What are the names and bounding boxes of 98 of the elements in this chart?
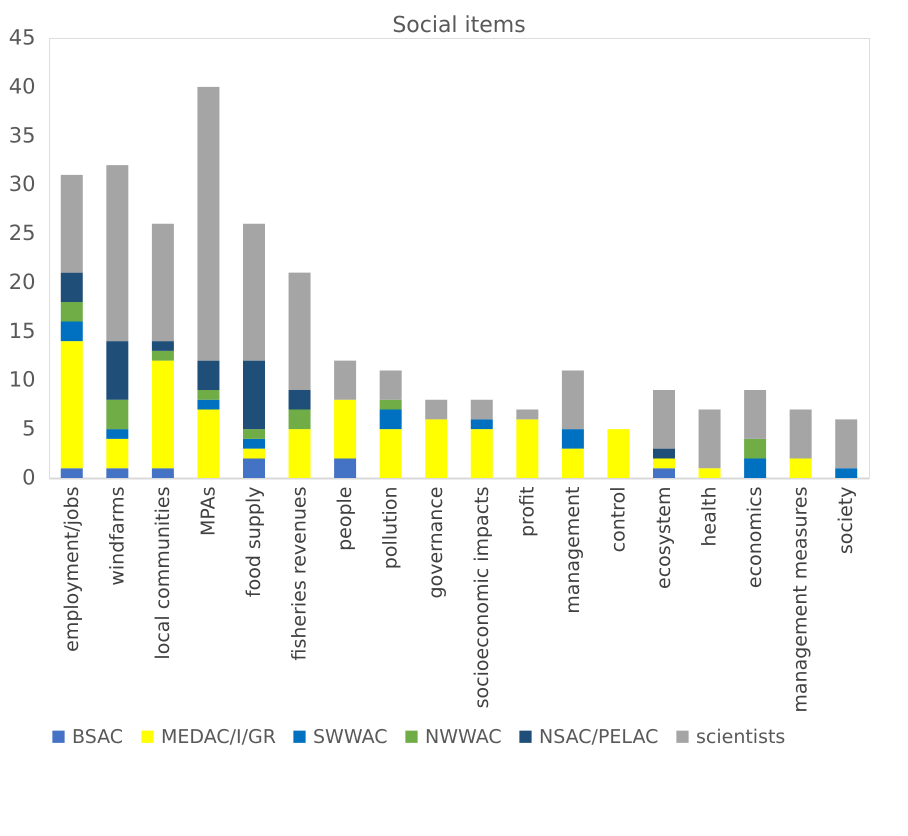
x-tick-label: society (835, 486, 858, 554)
chart-title: Social items (392, 13, 526, 38)
x-tick-label: local communities (152, 486, 174, 660)
bar (106, 400, 128, 430)
bar (516, 419, 538, 478)
legend-label: NSAC/PELAC (539, 726, 658, 748)
x-tick-label: health (698, 486, 721, 547)
x-tick-label: ecosystem (653, 486, 675, 589)
bar (106, 341, 128, 400)
bar (60, 468, 83, 478)
bar (380, 429, 402, 478)
x-tick-label: management measures (790, 486, 812, 713)
bar (470, 419, 493, 430)
bar (334, 458, 356, 478)
bar (425, 400, 448, 420)
y-tick-label: 10 (8, 368, 36, 392)
bar (334, 400, 356, 458)
bar (106, 165, 128, 342)
y-tick-label: 40 (8, 74, 36, 98)
bar (653, 468, 675, 478)
bar (243, 448, 265, 458)
bar (744, 390, 766, 439)
x-tick-label: food supply (243, 486, 265, 598)
x-tick-label: profit (516, 486, 538, 537)
bar (106, 468, 128, 478)
bar (152, 224, 174, 342)
bar (60, 174, 83, 273)
bar (106, 429, 128, 439)
bar (243, 458, 265, 478)
bar (516, 410, 538, 420)
bar (607, 429, 630, 478)
y-tick-label: 35 (8, 123, 36, 148)
bar (744, 458, 766, 478)
y-tick-label: 20 (8, 270, 36, 294)
x-tick-label: management (562, 486, 584, 614)
bar (197, 390, 220, 400)
bar (470, 429, 493, 478)
bar (288, 410, 311, 430)
bar (152, 341, 174, 351)
bar (790, 458, 812, 478)
legend-label: scientists (696, 726, 786, 748)
legend-label: NWWAC (425, 726, 502, 748)
bar (288, 272, 311, 390)
bar (380, 400, 402, 410)
bar (152, 360, 174, 468)
y-tick-label: 25 (8, 221, 36, 246)
bar (106, 438, 128, 468)
y-tick-label: 0 (22, 466, 36, 490)
x-tick-label: MPAs (197, 486, 220, 536)
x-tick-label: windfarms (106, 486, 128, 586)
bar (334, 360, 356, 400)
bar (243, 429, 265, 439)
bar (243, 224, 265, 361)
x-tick-label: people (334, 486, 356, 551)
bar (470, 400, 493, 420)
bar (288, 429, 311, 478)
legend-label: MEDAC/I/GR (161, 726, 276, 748)
bar (152, 350, 174, 361)
bar (197, 86, 220, 361)
y-tick-label: 15 (8, 318, 36, 343)
bar (744, 438, 766, 458)
bar (562, 429, 584, 449)
legend-label: BSAC (72, 726, 124, 748)
x-tick-label: fisheries revenues (288, 486, 311, 661)
bar (653, 448, 675, 458)
bar (197, 360, 220, 390)
y-tick-label: 5 (22, 416, 36, 441)
legend-label: SWWAC (313, 726, 388, 748)
bar (835, 468, 858, 478)
bar (152, 468, 174, 478)
bar (562, 448, 584, 478)
bar (380, 410, 402, 430)
x-tick-label: socioeconomic impacts (470, 486, 493, 708)
bar (60, 322, 83, 342)
bar (653, 458, 675, 468)
y-tick-label: 45 (8, 26, 36, 50)
bar (243, 438, 265, 449)
x-tick-label: economics (744, 486, 766, 588)
x-tick-label: control (607, 486, 630, 552)
bar (425, 419, 448, 478)
bar (60, 302, 83, 322)
bar (698, 468, 721, 478)
bar (60, 272, 83, 302)
bar (380, 370, 402, 400)
bar (835, 419, 858, 468)
bar (60, 341, 83, 468)
bar (197, 410, 220, 478)
y-tick-label: 30 (8, 172, 36, 196)
bar (562, 370, 584, 430)
bar (197, 400, 220, 410)
bar (653, 390, 675, 449)
bar (243, 360, 265, 430)
x-tick-label: employment/jobs (60, 486, 83, 652)
x-tick-label: governance (425, 486, 448, 598)
x-tick-label: pollution (380, 486, 402, 570)
bar (698, 410, 721, 468)
bar (288, 390, 311, 410)
bar (790, 410, 812, 458)
